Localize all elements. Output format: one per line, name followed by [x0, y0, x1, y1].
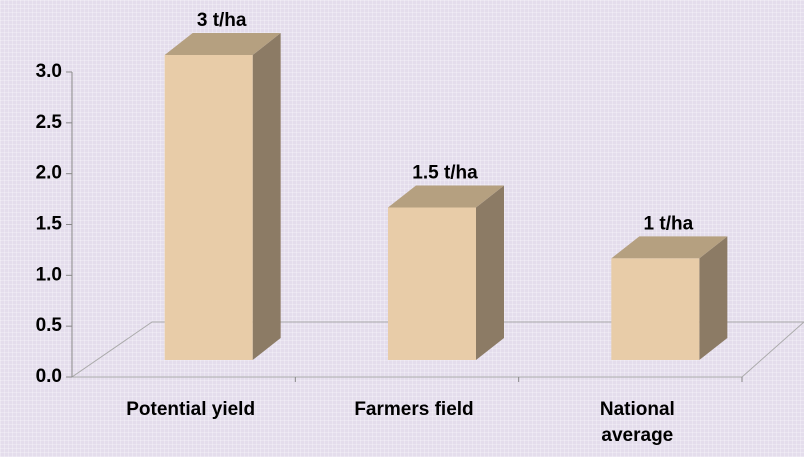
- y-tick-label: 2.5: [36, 112, 63, 133]
- bar-top: [611, 236, 728, 259]
- bar-side: [476, 185, 504, 360]
- bar-top: [164, 33, 281, 55]
- value-label: 3 t/ha: [197, 10, 247, 31]
- x-tick-label: Farmers field: [354, 399, 474, 420]
- bar-side: [699, 236, 728, 360]
- bar-side: [252, 33, 281, 360]
- y-tick-label: 0.0: [36, 366, 62, 387]
- bar: [388, 207, 476, 360]
- y-tick-label: 1.0: [36, 264, 62, 285]
- y-tick-label: 2.0: [36, 163, 62, 184]
- y-tick-label: 3.0: [36, 61, 62, 82]
- y-tick-label: 0.5: [36, 315, 63, 336]
- x-tick-label: Potential yield: [126, 399, 256, 420]
- value-label: 1.5 t/ha: [412, 163, 478, 184]
- bar: [164, 55, 253, 360]
- bar-top: [388, 185, 504, 208]
- value-label: 1 t/ha: [644, 213, 694, 234]
- bar: [611, 258, 700, 360]
- x-tick-label: National average: [599, 399, 675, 446]
- y-tick-label: 1.5: [36, 214, 63, 235]
